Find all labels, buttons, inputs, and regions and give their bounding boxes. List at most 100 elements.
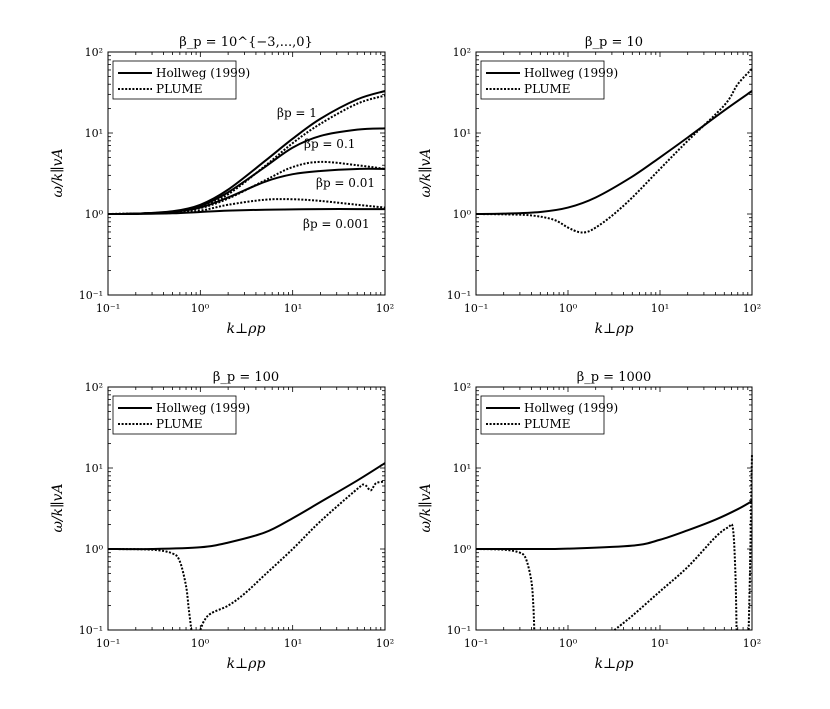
legend-label-plume: PLUME <box>524 417 571 431</box>
x-tick-label: 10¹ <box>651 302 669 315</box>
tick-marks <box>107 386 386 631</box>
y-tick-labels: 10⁻¹ 10⁰ 10¹ 10² <box>447 381 472 637</box>
curves <box>107 90 386 216</box>
plume-curve <box>107 548 193 631</box>
curves <box>475 453 753 631</box>
plume-curve-beta-0.01 <box>107 198 386 215</box>
legend-label-hollweg: Hollweg (1999) <box>524 401 618 415</box>
y-tick-label: 10⁻¹ <box>447 624 471 637</box>
tick-marks <box>475 386 753 631</box>
x-tick-label: 10¹ <box>651 637 669 650</box>
x-tick-label: 10⁰ <box>559 637 578 650</box>
panel-title: β_p = 10^{−3,...,0} <box>179 35 313 50</box>
tick-marks <box>107 51 386 296</box>
legend-label-hollweg: Hollweg (1999) <box>524 66 618 80</box>
legend-label-plume: PLUME <box>156 417 203 431</box>
legend: Hollweg (1999) PLUME <box>480 60 618 100</box>
legend-box <box>112 395 237 435</box>
annotation-beta-0.001: βp = 0.001 <box>303 217 370 231</box>
x-tick-labels: 10⁻¹ 10⁰ 10¹ 10² <box>96 302 394 315</box>
legend-label-plume: PLUME <box>156 82 203 96</box>
y-axis-label: ω/k∥vA <box>50 483 66 532</box>
plume-curve-beta-1 <box>107 94 386 215</box>
panel-beta-1000: β_p = 1000 10⁻¹ 10⁰ 10¹ 10² 10⁻¹ 10⁰ 10¹… <box>418 370 761 672</box>
curves <box>107 462 386 631</box>
hollweg-curve-beta-0.001 <box>107 208 386 216</box>
x-tick-label: 10² <box>743 302 761 315</box>
y-tick-label: 10⁻¹ <box>79 624 103 637</box>
hollweg-curve <box>107 462 386 551</box>
y-tick-label: 10² <box>453 46 471 59</box>
y-tick-label: 10⁰ <box>453 543 472 556</box>
legend-box <box>480 395 605 435</box>
y-tick-label: 10⁰ <box>453 208 472 221</box>
legend: Hollweg (1999) PLUME <box>480 395 618 435</box>
x-tick-label: 10¹ <box>284 637 302 650</box>
y-tick-label: 10⁻¹ <box>79 289 103 302</box>
y-tick-label: 10¹ <box>85 462 103 475</box>
plume-curve <box>475 68 753 234</box>
y-tick-labels: 10⁻¹ 10⁰ 10¹ 10² <box>79 46 104 302</box>
y-tick-label: 10¹ <box>85 127 103 140</box>
panel-beta-100: β_p = 100 10⁻¹ 10⁰ 10¹ 10² 10⁻¹ 10⁰ 10¹ … <box>50 370 394 672</box>
hollweg-curve <box>475 90 753 215</box>
x-axis-label: k⊥ρp <box>227 321 266 337</box>
legend: Hollweg (1999) PLUME <box>112 60 250 100</box>
panel-title: β_p = 1000 <box>577 370 652 385</box>
hollweg-curve <box>475 500 753 551</box>
x-tick-label: 10⁻¹ <box>464 302 488 315</box>
plume-curve <box>613 523 738 631</box>
x-tick-label: 10¹ <box>284 302 302 315</box>
y-tick-label: 10² <box>85 381 103 394</box>
legend-label-hollweg: Hollweg (1999) <box>156 66 250 80</box>
x-axis-label: k⊥ρp <box>595 321 634 337</box>
y-tick-label: 10² <box>453 381 471 394</box>
x-axis-label: k⊥ρp <box>595 656 634 672</box>
y-tick-label: 10¹ <box>453 127 471 140</box>
x-tick-labels: 10⁻¹ 10⁰ 10¹ 10² <box>464 637 761 650</box>
panel-beta-multi: β_p = 10^{−3,...,0} 10⁻¹ 10⁰ 10¹ 10² 10⁻… <box>50 35 394 337</box>
x-tick-label: 10⁻¹ <box>96 302 120 315</box>
legend: Hollweg (1999) PLUME <box>112 395 250 435</box>
plot-frame <box>475 51 753 296</box>
plume-curve <box>747 453 753 631</box>
x-tick-label: 10⁻¹ <box>96 637 120 650</box>
y-tick-label: 10¹ <box>453 462 471 475</box>
panel-title: β_p = 10 <box>585 35 643 50</box>
y-tick-label: 10⁰ <box>85 543 104 556</box>
legend-box <box>480 60 605 100</box>
y-tick-labels: 10⁻¹ 10⁰ 10¹ 10² <box>447 46 472 302</box>
plume-curve <box>199 480 386 631</box>
x-tick-label: 10⁰ <box>191 302 210 315</box>
annotation-beta-0.1: βp = 0.1 <box>304 137 355 151</box>
x-tick-label: 10⁰ <box>559 302 578 315</box>
annotation-beta-1: βp = 1 <box>277 106 317 120</box>
x-tick-labels: 10⁻¹ 10⁰ 10¹ 10² <box>96 637 394 650</box>
x-tick-labels: 10⁻¹ 10⁰ 10¹ 10² <box>464 302 761 315</box>
x-tick-label: 10⁰ <box>191 637 210 650</box>
plot-frame <box>107 386 386 631</box>
plume-curve <box>475 548 536 631</box>
y-tick-labels: 10⁻¹ 10⁰ 10¹ 10² <box>79 381 104 637</box>
y-tick-label: 10² <box>85 46 103 59</box>
plot-frame <box>107 51 386 296</box>
x-tick-label: 10² <box>376 637 394 650</box>
legend-label-plume: PLUME <box>524 82 571 96</box>
y-tick-label: 10⁰ <box>85 208 104 221</box>
x-tick-label: 10² <box>376 302 394 315</box>
x-axis-label: k⊥ρp <box>227 656 266 672</box>
panel-title: β_p = 100 <box>213 370 279 385</box>
annotation-beta-0.01: βp = 0.01 <box>316 176 375 190</box>
y-tick-label: 10⁻¹ <box>447 289 471 302</box>
y-axis-label: ω/k∥vA <box>50 148 66 197</box>
x-tick-label: 10² <box>743 637 761 650</box>
panel-beta-10: β_p = 10 10⁻¹ 10⁰ 10¹ 10² 10⁻¹ 10⁰ 10¹ 1… <box>418 35 761 337</box>
y-axis-label: ω/k∥vA <box>418 148 434 197</box>
legend-label-hollweg: Hollweg (1999) <box>156 401 250 415</box>
plot-frame <box>475 386 753 631</box>
legend-box <box>112 60 237 100</box>
curves <box>475 68 753 234</box>
x-tick-label: 10⁻¹ <box>464 637 488 650</box>
y-axis-label: ω/k∥vA <box>418 483 434 532</box>
